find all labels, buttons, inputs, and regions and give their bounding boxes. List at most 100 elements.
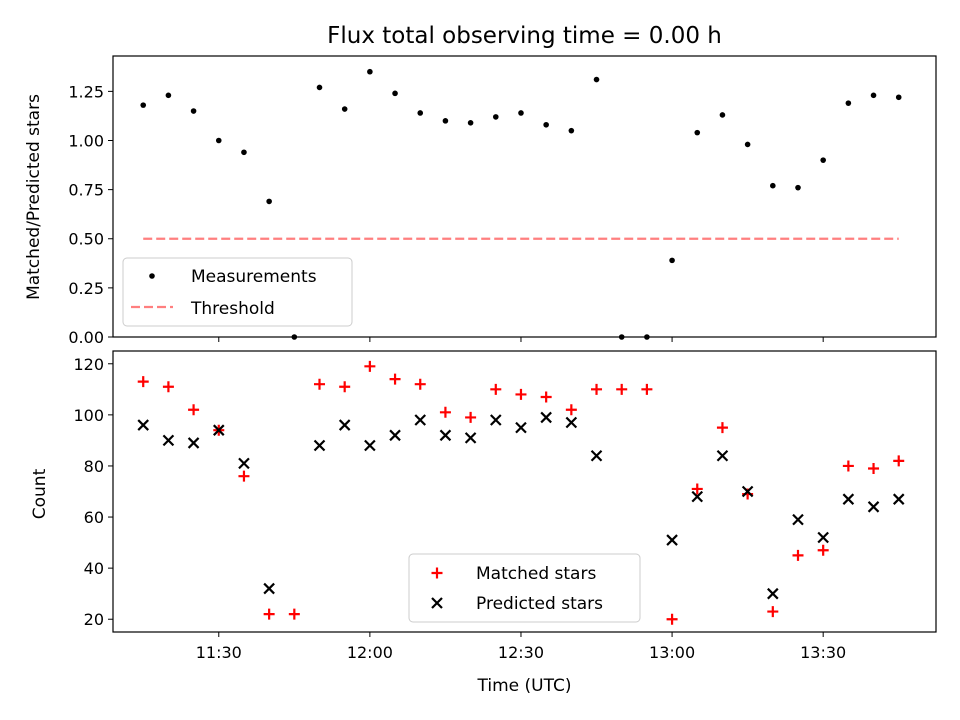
legend-threshold-label: Threshold [190, 299, 275, 319]
legend-predicted-label: Predicted stars [476, 594, 603, 614]
top-legend: Measurements Threshold [122, 257, 353, 327]
measurement-point [291, 334, 298, 340]
matched-star-point [339, 381, 351, 393]
predicted-star-point [565, 416, 578, 429]
matched-star-point [616, 383, 628, 395]
measurement-point [442, 118, 449, 124]
matched-star-point [641, 383, 653, 395]
matched-star-point [465, 411, 477, 423]
measurement-point [820, 157, 826, 163]
chart-title: Flux total observing time = 0.00 h [327, 23, 722, 49]
matched-star-point [565, 404, 577, 416]
predicted-star-point [716, 449, 729, 462]
matched-star-point [666, 613, 678, 625]
measurement-point [417, 110, 424, 116]
bottom-y-tick-label: 80 [84, 457, 104, 476]
top-y-tick-label: 0.25 [68, 279, 104, 298]
x-axis-label: Time (UTC) [477, 676, 572, 696]
matched-star-point [540, 391, 552, 403]
predicted-star-point [867, 501, 880, 513]
predicted-star-point [892, 493, 905, 505]
predicted-star-point [666, 534, 678, 546]
matched-star-point [767, 606, 779, 618]
top-panel: 0.00 0.25 0.50 0.75 1.00 1.25 Measurements Thre… [68, 55, 937, 347]
predicted-star-point [792, 513, 804, 526]
measurement-point [518, 110, 524, 116]
top-legend-box [122, 257, 353, 327]
measurement-point [744, 141, 751, 148]
measurement-point [467, 120, 474, 126]
matched-star-point [162, 381, 174, 393]
predicted-star-point [414, 414, 427, 426]
predicted-star-point [389, 429, 401, 442]
matched-star-point [691, 483, 703, 495]
measurement-point [895, 94, 902, 101]
bottom-legend-box [408, 553, 641, 623]
predicted-star-point [313, 439, 326, 452]
predicted-star-point [364, 439, 376, 452]
predicted-star-point [691, 490, 704, 503]
matched-star-point [364, 360, 376, 372]
predicted-star-point [338, 419, 351, 431]
measurement-point [543, 121, 549, 128]
bottom-plot-frame [112, 350, 937, 633]
matched-star-point [439, 406, 451, 418]
measurement-point [140, 102, 147, 108]
measurement-point [215, 137, 222, 144]
matched-star-point [515, 388, 527, 400]
matched-star-point [716, 422, 728, 434]
top-y-tick-label: 0.50 [68, 230, 104, 249]
matched-star-point [263, 608, 275, 620]
top-y-axis-label: Matched/Predicted stars [24, 94, 44, 300]
measurement-point [341, 106, 348, 112]
measurement-point [492, 114, 499, 120]
top-plot-frame [112, 55, 937, 338]
measurement-point [845, 100, 852, 106]
matched-star-point [188, 404, 200, 416]
top-y-tick-label: 0.00 [68, 328, 104, 347]
measurement-point [618, 334, 625, 340]
bottom-y-tick-label: 120 [73, 355, 104, 374]
predicted-star-point [187, 437, 200, 449]
measurement-point [795, 184, 801, 191]
measurement-point [719, 112, 726, 118]
legend-measurements-marker [149, 273, 155, 279]
top-y-tick-label: 1.25 [68, 82, 104, 101]
matched-star-point [817, 544, 829, 556]
predicted-star-point [464, 432, 477, 444]
matched-star-point [288, 608, 300, 620]
predicted-star-point [590, 449, 603, 462]
bottom-legend: Matched stars Predicted stars [408, 553, 641, 623]
predicted-star-point [490, 414, 502, 426]
measurement-point [316, 84, 323, 91]
matched-star-point [314, 378, 326, 390]
matched-star-point [414, 378, 426, 390]
predicted-star-point [137, 419, 149, 431]
measurement-point [165, 92, 172, 99]
measurement-point [568, 127, 575, 134]
matched-star-point [238, 470, 250, 482]
bottom-x-tick-label: 13:30 [800, 643, 846, 662]
measurement-point [266, 198, 272, 205]
measurement-point [190, 108, 197, 114]
bottom-panel: 20 40 60 80 100 120 11:30 12:00 12:30 13:00 13:30 M… [73, 350, 937, 662]
bottom-y-tick-label: 60 [84, 508, 104, 527]
matched-star-point [842, 460, 854, 472]
legend-predicted-marker [431, 597, 443, 609]
bottom-x-tick-label: 13:00 [649, 643, 695, 662]
bottom-y-axis-label: Count [30, 468, 50, 519]
measurement-point [644, 334, 650, 340]
measurement-point [870, 92, 877, 99]
measurement-point [367, 68, 373, 75]
predicted-star-point [842, 493, 855, 505]
legend-matched-label: Matched stars [476, 564, 596, 584]
matched-star-point [893, 455, 905, 467]
bottom-x-tick-label: 11:30 [196, 643, 242, 662]
predicted-star-point [515, 421, 527, 434]
predicted-star-point [540, 411, 552, 424]
top-y-tick-label: 1.00 [68, 131, 104, 150]
matched-star-point [389, 373, 401, 385]
matched-star-point [792, 549, 804, 561]
bottom-x-tick-label: 12:30 [498, 643, 544, 662]
